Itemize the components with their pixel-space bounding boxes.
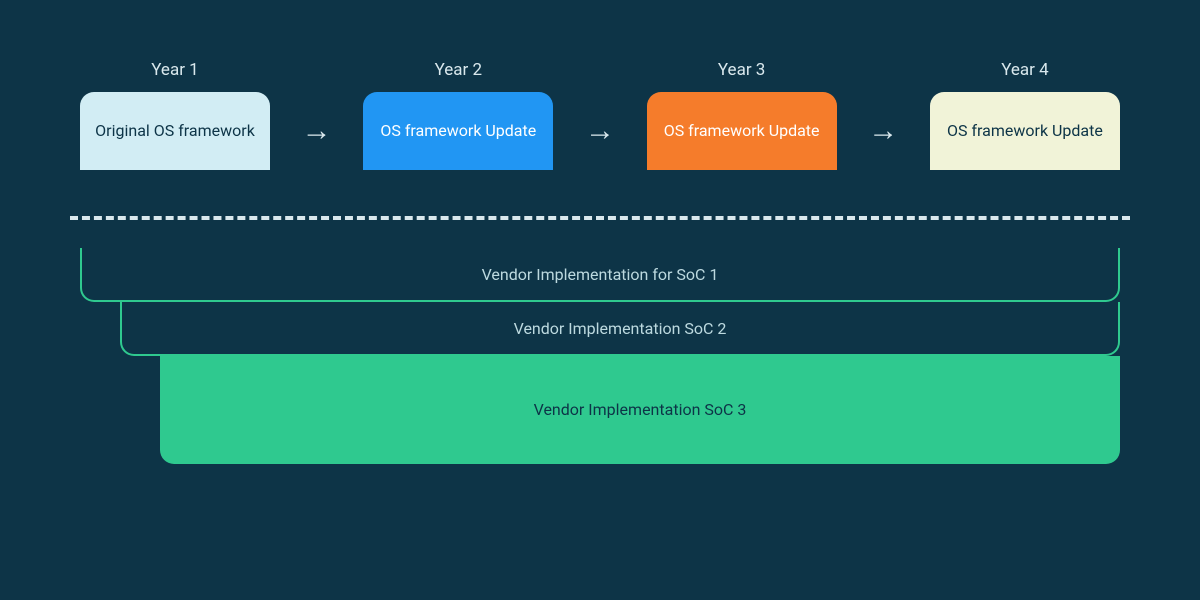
year-label: Year 1 [151, 60, 198, 80]
soc-box-3: Vendor Implementation SoC 3 [160, 356, 1120, 464]
year-label: Year 2 [435, 60, 482, 80]
year-label: Year 3 [718, 60, 765, 80]
arrow-icon: → [302, 116, 332, 146]
year-row: Year 1 Original OS framework → Year 2 OS… [80, 60, 1120, 170]
soc-box-2: Vendor Implementation SoC 2 [120, 302, 1120, 356]
year-column-3: Year 3 OS framework Update [647, 60, 837, 170]
os-box-year2: OS framework Update [363, 92, 553, 170]
os-box-year4: OS framework Update [930, 92, 1120, 170]
divider-line [70, 216, 1130, 220]
soc-box-1: Vendor Implementation for SoC 1 [80, 248, 1120, 302]
os-box-year1: Original OS framework [80, 92, 270, 170]
arrow-icon: → [868, 116, 898, 146]
os-box-year3: OS framework Update [647, 92, 837, 170]
year-column-1: Year 1 Original OS framework [80, 60, 270, 170]
year-column-2: Year 2 OS framework Update [363, 60, 553, 170]
year-column-4: Year 4 OS framework Update [930, 60, 1120, 170]
arrow-icon: → [585, 116, 615, 146]
year-label: Year 4 [1001, 60, 1048, 80]
